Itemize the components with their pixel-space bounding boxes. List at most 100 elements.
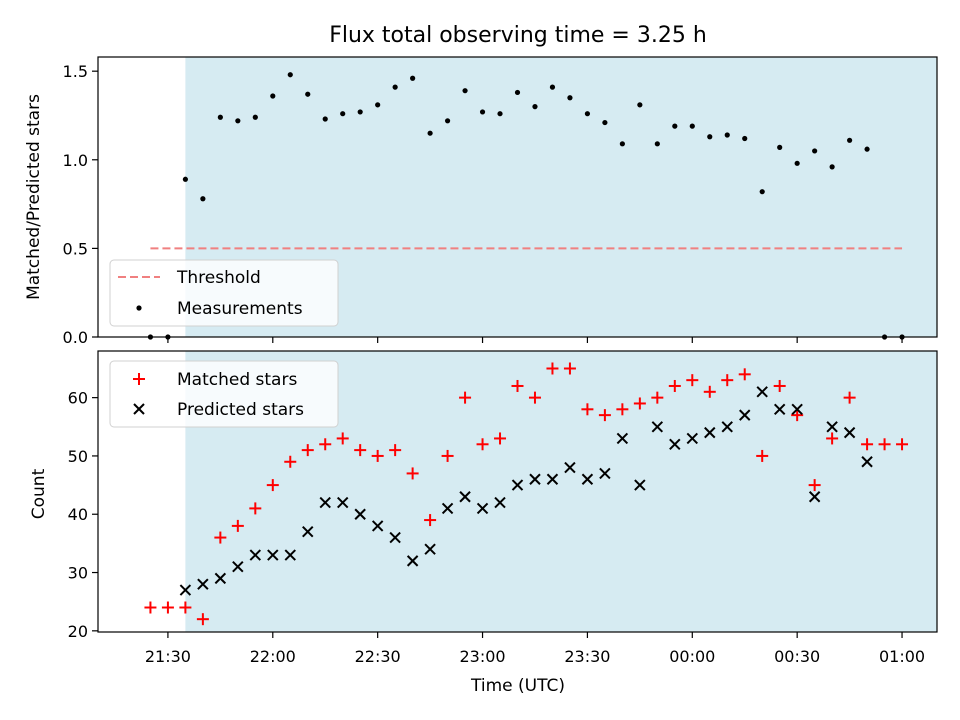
- matched-star-point: [703, 385, 716, 398]
- matched-star-point: [214, 531, 227, 544]
- matched-star-point: [249, 502, 262, 515]
- matched-star-point: [563, 362, 576, 375]
- matched-star-point: [389, 444, 402, 457]
- matched-star-point: [459, 391, 472, 404]
- measurement-point: [672, 123, 678, 129]
- matched-star-point: [843, 391, 856, 404]
- matched-star-point: [476, 438, 489, 451]
- matched-star-point: [581, 403, 594, 416]
- predicted-star-point: [739, 409, 751, 421]
- predicted-star-point: [214, 572, 227, 585]
- matched-star-point: [668, 379, 681, 392]
- matched-star-point: [861, 438, 874, 451]
- predicted-star-point: [843, 426, 856, 439]
- x-tick-label: 01:00: [879, 647, 925, 666]
- measurement-point: [724, 132, 730, 138]
- matched-star-point: [651, 391, 664, 404]
- measurement-point: [322, 116, 328, 122]
- predicted-star-point: [686, 432, 698, 445]
- matched-star-point: [738, 368, 751, 381]
- predicted-star-point: [546, 473, 559, 485]
- predicted-star-point: [721, 421, 733, 433]
- top-panel: Flux total observing time = 3.25 h 0.0 0.…: [24, 23, 938, 347]
- predicted-star-point: [424, 543, 436, 555]
- predicted-star-point: [511, 479, 524, 491]
- measurement-point: [514, 89, 521, 96]
- measurement-point: [567, 95, 573, 101]
- matched-star-point: [878, 438, 891, 451]
- matched-star-point: [773, 379, 786, 392]
- x-tick-label: 21:30: [145, 647, 191, 666]
- measurement-point: [427, 130, 433, 136]
- measurement-point: [654, 141, 660, 147]
- legend-matched-label: Matched stars: [177, 370, 297, 390]
- predicted-star-point: [669, 438, 681, 450]
- x-tick-label: 00:00: [669, 647, 715, 666]
- predicted-star-point: [826, 421, 838, 433]
- predicted-star-point: [267, 549, 279, 561]
- measurement-point: [532, 104, 538, 110]
- counts-layer: [144, 362, 909, 626]
- measurement-point: [287, 72, 293, 78]
- measurement-point: [375, 102, 381, 108]
- predicted-star-point: [773, 403, 786, 416]
- x-tick-label: 22:30: [355, 647, 401, 666]
- measurement-point: [864, 146, 870, 152]
- bottom-y-ticks: 20 30 40 50 60: [68, 389, 98, 641]
- bottom-x-ticks: 21:30 22:00 22:30 23:00 23:30 00:00 00:30 01:00: [145, 632, 925, 666]
- chart-title: Flux total observing time = 3.25 h: [329, 23, 707, 48]
- y-tick-label: 40: [68, 505, 88, 524]
- matched-star-point: [511, 379, 524, 392]
- predicted-star-point: [494, 496, 506, 509]
- bottom-y-axis-label: Count: [29, 468, 49, 519]
- legend-predicted-label: Predicted stars: [177, 400, 304, 420]
- measurement-point: [829, 164, 835, 170]
- y-tick-label: 0.0: [63, 328, 88, 347]
- matched-star-point: [791, 409, 804, 422]
- predicted-star-point: [354, 508, 366, 520]
- bottom-panel: 20 30 40 50 60 21:30 22:00 22:30 23:00 23:30 00:0…: [29, 350, 938, 696]
- predicted-star-point: [302, 526, 314, 538]
- y-tick-label: 0.5: [63, 239, 88, 258]
- matched-star-point: [144, 601, 157, 614]
- measurement-point: [742, 135, 748, 142]
- predicted-star-point: [808, 491, 821, 503]
- measurement-point: [357, 109, 363, 115]
- y-tick-label: 50: [68, 447, 88, 466]
- y-tick-label: 1.5: [63, 62, 88, 81]
- measurement-point: [794, 160, 800, 166]
- predicted-star-point: [249, 549, 262, 561]
- measurement-point: [305, 91, 311, 97]
- predicted-star-point: [179, 584, 192, 596]
- measurement-point: [182, 176, 188, 182]
- matched-star-point: [336, 432, 349, 445]
- measurement-point: [812, 148, 818, 154]
- predicted-star-point: [704, 426, 716, 439]
- predicted-star-point: [389, 531, 401, 544]
- predicted-star-point: [756, 386, 768, 398]
- x-tick-label: 22:00: [250, 647, 296, 666]
- matched-star-point: [406, 467, 419, 480]
- matched-star-point: [179, 601, 192, 614]
- top-y-axis-label: Matched/Predicted stars: [24, 94, 44, 300]
- measurement-point: [497, 111, 503, 117]
- predicted-star-point: [861, 456, 873, 468]
- y-tick-label: 1.0: [63, 151, 88, 170]
- predicted-star-point: [529, 473, 541, 485]
- measurement-point: [619, 141, 625, 147]
- matched-star-point: [284, 455, 297, 468]
- measurement-point: [235, 118, 241, 124]
- legend-predicted-marker: [133, 403, 145, 415]
- matched-star-point: [896, 438, 909, 451]
- predicted-star-point: [406, 555, 419, 567]
- measurement-point: [759, 189, 765, 195]
- matched-star-point: [546, 362, 559, 375]
- matched-star-point: [616, 403, 629, 416]
- matched-star-point: [808, 479, 821, 492]
- legend-matched-marker: [133, 373, 145, 385]
- predicted-star-point: [791, 403, 803, 416]
- matched-star-point: [721, 374, 734, 387]
- bottom-axes-frame: [97, 350, 938, 633]
- predicted-star-point: [371, 520, 384, 532]
- predicted-star-point: [232, 560, 244, 573]
